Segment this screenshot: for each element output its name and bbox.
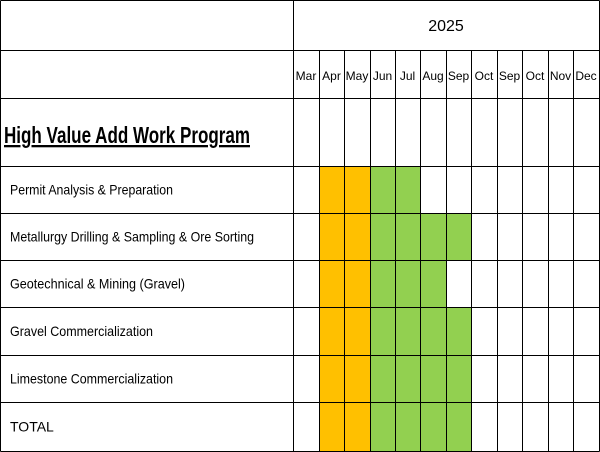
gantt-cell-green — [446, 402, 471, 451]
gantt-cell-green — [420, 307, 446, 355]
gantt-cell-green — [395, 260, 420, 307]
gantt-cell-green — [420, 213, 446, 260]
month-label: May — [346, 69, 369, 83]
month-label: Sep — [448, 69, 470, 83]
gantt-cell-green — [395, 307, 420, 355]
gantt-cell-orange — [319, 166, 344, 213]
month-label: Apr — [322, 69, 341, 83]
gantt-cell-orange — [319, 260, 344, 307]
gantt-cell-orange — [319, 402, 344, 451]
chart-title: High Value Add Work Program — [4, 122, 250, 148]
gantt-cell-orange — [319, 355, 344, 402]
gantt-cell-green — [420, 402, 446, 451]
gantt-cell-green — [370, 260, 395, 307]
month-label: Mar — [296, 69, 317, 83]
task-label: Permit Analysis & Preparation — [10, 182, 173, 198]
task-label: TOTAL — [10, 419, 54, 435]
month-label: Oct — [475, 69, 494, 83]
task-label: Limestone Commercialization — [10, 371, 173, 387]
month-label: Jul — [400, 69, 415, 83]
gantt-cell-orange — [344, 355, 370, 402]
gantt-cell-green — [395, 402, 420, 451]
gantt-labels: 2025 Mar Apr May Jun Jul Aug Sep Oct Sep Oct Nov Dec… — [4, 18, 597, 435]
year-label: 2025 — [428, 18, 464, 35]
month-label: Dec — [575, 69, 596, 83]
gantt-cell-orange — [344, 260, 370, 307]
gantt-cell-orange — [319, 213, 344, 260]
gantt-cells — [319, 166, 471, 451]
gantt-cell-orange — [344, 166, 370, 213]
gantt-cell-green — [446, 213, 471, 260]
gantt-cell-green — [370, 355, 395, 402]
gantt-cell-orange — [344, 307, 370, 355]
gantt-cell-green — [395, 166, 420, 213]
gantt-cell-green — [370, 213, 395, 260]
gantt-cell-orange — [344, 402, 370, 451]
task-label: Geotechnical & Mining (Gravel) — [10, 276, 185, 292]
gantt-cell-orange — [319, 307, 344, 355]
task-label: Gravel Commercialization — [10, 323, 153, 339]
gantt-cell-green — [420, 260, 446, 307]
month-label: Oct — [526, 69, 545, 83]
month-label: Jun — [373, 69, 392, 83]
gantt-cell-green — [446, 355, 471, 402]
gantt-cell-green — [370, 402, 395, 451]
month-label: Aug — [422, 69, 443, 83]
gantt-cell-green — [395, 213, 420, 260]
gantt-cell-orange — [344, 213, 370, 260]
gantt-cell-green — [446, 307, 471, 355]
month-label: Nov — [550, 69, 571, 83]
gantt-cell-green — [420, 355, 446, 402]
task-label: Metallurgy Drilling & Sampling & Ore Sor… — [10, 229, 254, 245]
month-label: Sep — [499, 69, 521, 83]
gantt-cell-green — [370, 307, 395, 355]
gantt-cell-green — [370, 166, 395, 213]
gantt-cell-green — [395, 355, 420, 402]
